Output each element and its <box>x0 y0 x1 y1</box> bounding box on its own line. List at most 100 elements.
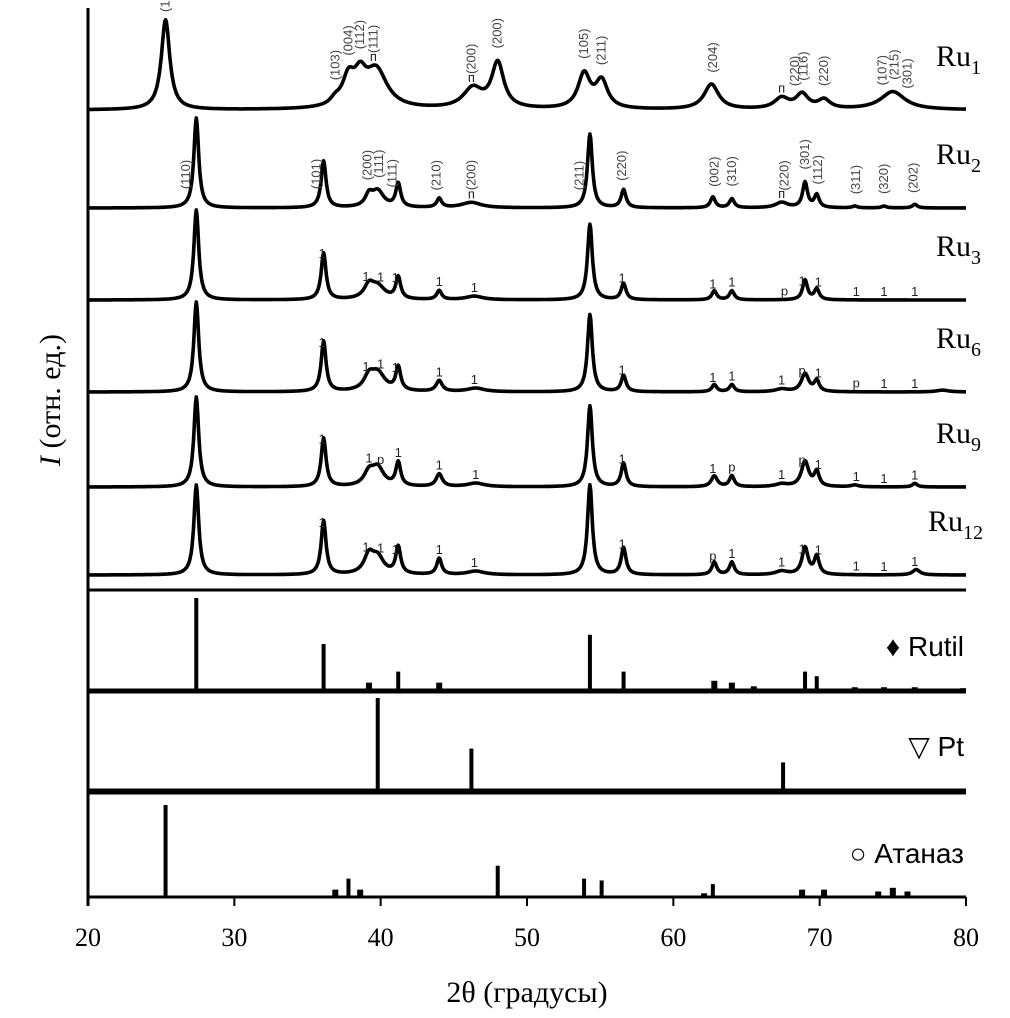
phase-marker: 1 <box>436 274 443 289</box>
phase-marker: 1 <box>728 368 735 383</box>
phase-marker: p <box>709 548 716 563</box>
hkl-label: (101) <box>158 0 173 12</box>
hkl-label: (211) <box>594 36 609 65</box>
x-tick-label: 50 <box>514 923 540 952</box>
x-tick-label: 30 <box>221 923 247 952</box>
ref-line <box>904 891 911 897</box>
phase-marker: 1 <box>709 461 716 476</box>
trace-label-ru1: Ru1 <box>936 40 981 79</box>
phase-marker: 1 <box>377 269 384 284</box>
hkl-label: (220) <box>614 151 629 181</box>
phase-marker: п <box>468 70 475 85</box>
trace-line-ru12 <box>86 482 968 577</box>
y-axis-title-italic: I <box>34 454 67 467</box>
trace-line-ru9 <box>86 395 968 489</box>
phase-marker: 1 <box>880 471 887 486</box>
trace-label-ru2: Ru2 <box>936 138 981 177</box>
x-tick-label: 70 <box>807 923 833 952</box>
trace-line-ru1 <box>86 17 968 112</box>
ref-line <box>814 676 819 690</box>
ref-line <box>875 891 882 897</box>
trace-line-ru6 <box>86 300 968 394</box>
trace-line-ru2 <box>86 116 968 210</box>
phase-marker: 1 <box>436 364 443 379</box>
phase-marker: 1 <box>471 280 478 295</box>
phase-marker: 1 <box>911 467 918 482</box>
phase-marker: 1 <box>815 542 822 557</box>
phase-marker: 1 <box>778 373 785 388</box>
hkl-label: (220) <box>787 56 802 86</box>
phase-marker: p <box>798 453 805 468</box>
hkl-label: (220) <box>816 56 831 86</box>
ref-line <box>889 887 896 897</box>
phase-marker: 1 <box>880 376 887 391</box>
hkl-label: (210) <box>428 160 443 190</box>
ref-line <box>821 889 828 897</box>
x-tick-label: 40 <box>368 923 394 952</box>
phase-marker: 1 <box>728 275 735 290</box>
phase-marker: 1 <box>392 542 399 557</box>
hkl-label: (111) <box>384 159 399 187</box>
phase-marker: 1 <box>362 269 369 284</box>
xrd-traces: (101)(103)(004)(112)(111)(200)(200)(105)… <box>86 0 983 577</box>
hkl-label: (301) <box>899 58 914 88</box>
reference-patterns: ♦ Rutil ▽ Pt ○ Атаназ <box>88 598 967 899</box>
phase-marker: 1 <box>472 467 479 482</box>
ref-line <box>911 687 918 690</box>
phase-marker: 1 <box>319 431 326 446</box>
phase-marker: p <box>781 283 788 298</box>
phase-marker: 1 <box>911 554 918 569</box>
ref-line <box>728 682 735 690</box>
ref-line <box>375 698 380 790</box>
ref-line <box>396 671 401 690</box>
hkl-label: (215) <box>886 49 901 79</box>
hkl-label: (110) <box>178 160 193 189</box>
ref-line <box>710 884 715 897</box>
hkl-label: (200) <box>359 150 374 180</box>
hkl-label: (112) <box>810 155 825 184</box>
phase-marker: 1 <box>436 458 443 473</box>
phase-marker: 1 <box>377 356 384 371</box>
phase-marker: 1 <box>815 365 822 380</box>
phase-marker: p <box>853 376 860 391</box>
trace-label-ru9: Ru9 <box>936 417 981 456</box>
ref-line <box>332 889 339 897</box>
phase-marker: 1 <box>392 270 399 285</box>
x-tick-label: 60 <box>660 923 686 952</box>
hkl-label: (116) <box>796 51 811 80</box>
phase-marker: 1 <box>618 270 625 285</box>
hkl-label: (301) <box>797 139 812 169</box>
ref-line <box>346 878 351 897</box>
hkl-label: (105) <box>576 28 591 58</box>
trace-line-ru3 <box>86 208 968 302</box>
ref-label-2: ○ Атаназ <box>850 838 964 869</box>
phase-marker: 1 <box>709 276 716 291</box>
ref-line <box>599 880 604 897</box>
phase-marker: 1 <box>798 274 805 289</box>
ref-line <box>436 682 443 690</box>
ref-line <box>750 686 757 690</box>
trace-label-ru3: Ru3 <box>936 230 981 269</box>
ref-line <box>881 687 888 690</box>
phase-marker: п <box>778 80 785 95</box>
phase-marker: 1 <box>436 542 443 557</box>
phase-marker: 1 <box>815 457 822 472</box>
phase-marker: 1 <box>853 469 860 484</box>
ref-line <box>194 598 199 690</box>
phase-marker: 1 <box>778 555 785 570</box>
x-axis-title: 2θ (градусы) <box>446 976 607 1009</box>
phase-marker: 1 <box>798 541 805 556</box>
ref-line <box>357 889 364 897</box>
phase-marker: 1 <box>709 370 716 385</box>
hkl-label: (111) <box>371 150 386 178</box>
ref-line <box>781 762 786 790</box>
ref-line <box>495 865 500 897</box>
phase-marker: 1 <box>911 284 918 299</box>
ref-line <box>851 687 858 690</box>
phase-marker: p <box>377 452 384 467</box>
trace-label-ru6: Ru6 <box>936 322 981 361</box>
hkl-label: (204) <box>705 42 720 72</box>
hkl-label: (220) <box>777 160 792 190</box>
phase-marker: п <box>370 49 377 64</box>
hkl-label: (103) <box>327 50 342 80</box>
